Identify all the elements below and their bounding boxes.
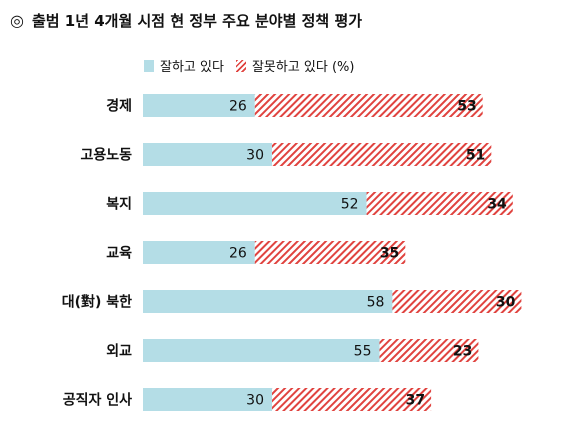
data-label-bad: 37 bbox=[406, 393, 425, 409]
legend-item-bad: 잘못하고 있다 (%) bbox=[235, 56, 355, 75]
title-text: 출범 1년 4개월 시점 현 정부 주요 분야별 정책 평가 bbox=[31, 11, 363, 30]
bar-good bbox=[143, 192, 367, 215]
category-label: 공직자 인사 bbox=[63, 392, 132, 409]
bar-good bbox=[143, 339, 380, 362]
bar-good bbox=[143, 94, 255, 117]
category-label: 외교 bbox=[106, 343, 132, 360]
bar-bad bbox=[379, 339, 479, 362]
title-marker: ◎ bbox=[10, 10, 24, 30]
data-label-bad: 30 bbox=[496, 295, 516, 311]
data-label-good: 30 bbox=[246, 148, 264, 164]
category-label: 경제 bbox=[106, 98, 132, 115]
legend-item-good: 잘하고 있다 bbox=[144, 56, 224, 75]
category-label: 교육 bbox=[106, 246, 132, 262]
bar-bad bbox=[272, 388, 432, 411]
bar-bad bbox=[254, 241, 406, 264]
data-label-bad: 23 bbox=[453, 344, 472, 360]
bar-good bbox=[143, 143, 272, 166]
category-label: 복지 bbox=[106, 197, 132, 213]
data-label-bad: 51 bbox=[466, 148, 485, 164]
data-label-bad: 35 bbox=[380, 246, 399, 262]
bar-bad bbox=[272, 143, 492, 166]
data-label-bad: 53 bbox=[457, 99, 476, 115]
data-label-good: 52 bbox=[341, 197, 359, 213]
bar-bad bbox=[392, 290, 522, 313]
category-label: 고용노동 bbox=[80, 148, 132, 164]
bar-good bbox=[143, 241, 255, 264]
data-label-good: 30 bbox=[246, 393, 264, 409]
data-label-good: 26 bbox=[229, 99, 247, 115]
legend-swatch-bad bbox=[235, 59, 246, 72]
category-label: 대(對) 북한 bbox=[62, 294, 132, 311]
bar-good bbox=[143, 290, 393, 313]
bar-bad bbox=[366, 192, 513, 215]
data-label-good: 55 bbox=[354, 344, 372, 360]
legend: 잘하고 있다 잘못하고 있다 (%) bbox=[144, 56, 366, 75]
data-label-good: 26 bbox=[229, 246, 247, 262]
data-label-bad: 34 bbox=[487, 197, 507, 213]
legend-label-good: 잘하고 있다 bbox=[160, 60, 224, 75]
bar-bad bbox=[254, 94, 483, 117]
bar-good bbox=[143, 388, 272, 411]
data-label-good: 58 bbox=[367, 295, 385, 311]
chart-title: ◎ 출범 1년 4개월 시점 현 정부 주요 분야별 정책 평가 bbox=[10, 8, 362, 32]
legend-label-bad: 잘못하고 있다 (%) bbox=[251, 60, 355, 75]
legend-swatch-good bbox=[144, 59, 154, 72]
